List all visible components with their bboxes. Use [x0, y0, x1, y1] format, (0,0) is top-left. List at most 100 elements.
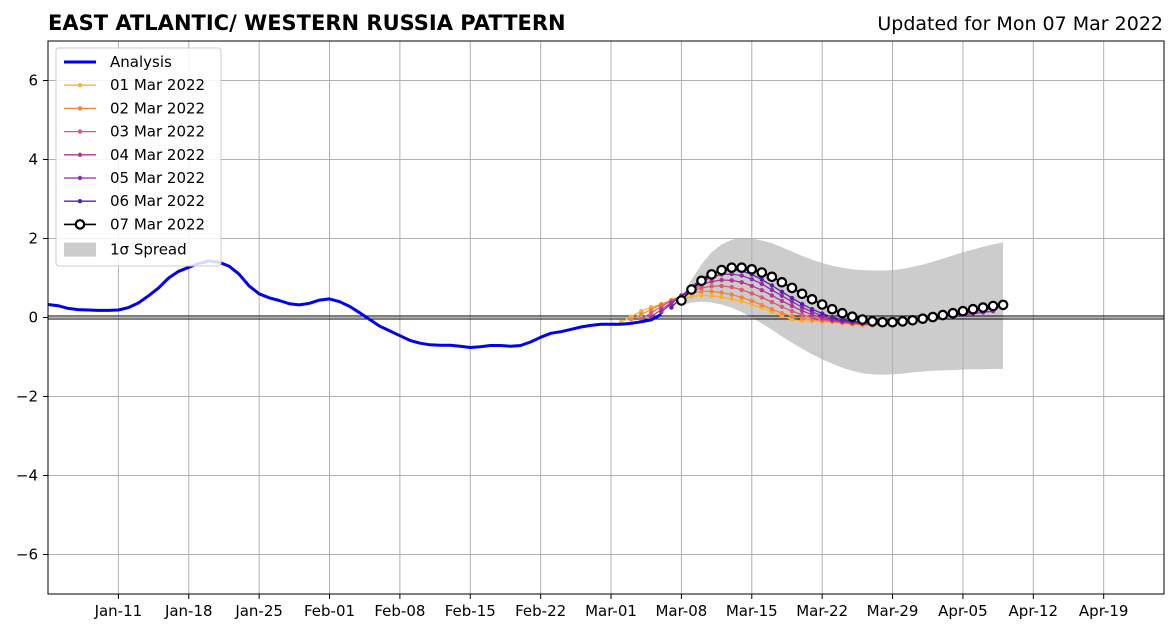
forecast-point-6 [816, 299, 828, 310]
legend-label-forecast: 03 Mar 2022 [110, 123, 205, 141]
forecast-point-4 [739, 273, 744, 278]
forecast-point-3 [779, 298, 785, 304]
legend-label-spread: 1σ Spread [110, 241, 187, 259]
legend-swatch-spread [64, 242, 96, 257]
forecast-point-3 [759, 288, 764, 293]
forecast-point-2 [719, 283, 724, 289]
forecast-point-6 [917, 313, 928, 324]
forecast-point-1 [789, 314, 795, 319]
y-tick-label: 4 [28, 151, 38, 169]
forecast-point-5 [769, 283, 775, 288]
x-tick-label: Mar-01 [585, 602, 637, 620]
axes-layer: Jan-11 Jan-18 Jan-25 Feb-01 Feb-08 Feb-15 Feb-… [16, 72, 1129, 621]
legend: Analysis 01 Mar 2022 02 Mar 2022 03 Mar 202… [55, 47, 222, 267]
forecast-point-6 [887, 316, 898, 328]
forecast-point-4 [669, 301, 674, 306]
y-tick-label: −2 [16, 388, 38, 406]
forecast-point-6 [716, 264, 727, 276]
forecast-point-6 [997, 299, 1009, 311]
forecast-point-5 [820, 311, 825, 316]
forecast-point-1 [709, 289, 714, 294]
forecast-point-6 [726, 262, 737, 273]
forecast-point-6 [867, 316, 878, 327]
legend-label-forecast: 07 Mar 2022 [110, 215, 205, 233]
forecast-point-5 [789, 295, 795, 301]
forecast-point-4 [659, 309, 664, 315]
forecast-point-6 [686, 284, 697, 295]
legend-swatch-marker-6 [74, 219, 86, 230]
x-tick-label: Mar-15 [726, 602, 778, 620]
forecast-point-6 [977, 302, 989, 313]
legend-swatch-marker-3 [77, 152, 83, 157]
x-tick-label: Jan-25 [234, 602, 283, 620]
forecast-point-5 [759, 277, 764, 282]
forecast-point-6 [786, 282, 798, 294]
forecast-point-1 [729, 292, 734, 297]
forecast-point-4 [769, 287, 775, 293]
forecast-point-2 [749, 291, 754, 296]
forecast-point-6 [676, 295, 687, 306]
forecast-point-6 [796, 288, 808, 300]
forecast-point-5 [830, 314, 835, 320]
forecast-point-5 [799, 301, 805, 307]
forecast-point-6 [696, 275, 707, 287]
x-tick-label: Feb-22 [515, 602, 566, 620]
forecast-point-1 [719, 290, 724, 295]
forecast-point-1 [779, 311, 785, 316]
forecast-point-1 [699, 289, 704, 294]
forecast-point-3 [719, 277, 724, 283]
forecast-point-6 [927, 311, 939, 323]
forecast-point-6 [756, 267, 768, 278]
legend-swatch-marker-0 [77, 82, 83, 88]
legend-swatch-marker-1 [77, 106, 83, 111]
x-tick-label: Apr-19 [1079, 602, 1129, 620]
x-tick-label: Jan-11 [94, 602, 143, 620]
x-tick-label: Feb-01 [304, 602, 355, 620]
forecast-point-6 [836, 307, 848, 319]
forecast-point-6 [846, 311, 858, 322]
legend-label-forecast: 01 Mar 2022 [110, 76, 205, 94]
forecast-point-3 [769, 293, 775, 298]
forecast-point-1 [749, 298, 754, 304]
forecast-point-6 [937, 309, 949, 321]
legend-swatch-marker-5 [77, 198, 83, 204]
forecast-point-1 [628, 317, 634, 322]
spread-band [681, 237, 1004, 375]
forecast-point-2 [789, 309, 795, 314]
forecast-point-3 [729, 278, 734, 283]
forecast-point-6 [957, 305, 969, 317]
y-tick-label: −6 [16, 546, 38, 564]
forecast-point-6 [897, 316, 908, 327]
forecast-point-0 [739, 299, 744, 304]
forecast-point-1 [759, 302, 764, 308]
forecast-point-0 [749, 302, 754, 307]
forecast-point-1 [799, 316, 805, 321]
forecast-point-0 [689, 294, 694, 299]
x-tick-label: Mar-22 [796, 602, 848, 620]
forecast-point-6 [826, 303, 838, 315]
grid-layer [48, 41, 1164, 594]
forecast-point-6 [776, 276, 788, 288]
forecast-point-0 [709, 293, 714, 298]
legend-label-forecast: 04 Mar 2022 [110, 146, 205, 164]
forecast-point-3 [709, 279, 714, 284]
y-tick-label: 0 [28, 309, 38, 327]
forecast-point-0 [729, 296, 734, 302]
legend-label-forecast: 05 Mar 2022 [110, 169, 205, 187]
forecast-point-4 [789, 299, 795, 304]
y-tick-label: 2 [28, 230, 38, 248]
legend-label-forecast: 06 Mar 2022 [110, 192, 205, 210]
forecast-point-0 [699, 293, 704, 298]
forecast-point-1 [769, 307, 775, 312]
forecast-point-2 [769, 299, 775, 305]
forecast-point-5 [669, 305, 674, 310]
forecast-point-4 [749, 277, 754, 282]
series-layer [47, 259, 1009, 349]
forecast-point-0 [719, 294, 724, 300]
forecast-point-6 [907, 314, 918, 326]
forecast-point-6 [967, 303, 979, 315]
forecast-point-1 [639, 312, 644, 317]
forecast-point-2 [709, 284, 714, 289]
